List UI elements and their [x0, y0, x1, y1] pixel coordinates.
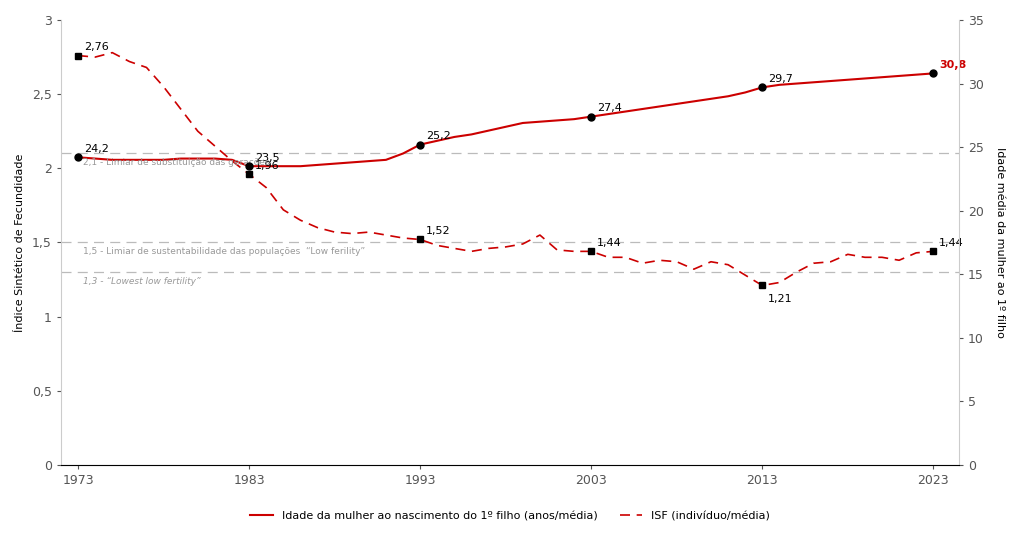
Text: 1,96: 1,96 — [255, 161, 279, 171]
Text: 1,21: 1,21 — [767, 294, 792, 304]
Text: 29,7: 29,7 — [767, 74, 792, 84]
Text: 25,2: 25,2 — [425, 131, 450, 141]
Y-axis label: Índice Sintético de Fecundidade: Índice Sintético de Fecundidade — [15, 153, 25, 332]
Text: 2,1 - Limiar de substituição das gerações: 2,1 - Limiar de substituição das geraçõe… — [84, 158, 269, 167]
Text: 23,5: 23,5 — [255, 153, 279, 163]
Text: 1,44: 1,44 — [596, 238, 621, 248]
Text: 24,2: 24,2 — [84, 144, 108, 154]
Text: 2,76: 2,76 — [84, 42, 108, 52]
Text: 27,4: 27,4 — [596, 103, 621, 113]
Text: 1,5 - Limiar de sustentabilidade das populações  “Low ferility”: 1,5 - Limiar de sustentabilidade das pop… — [84, 247, 365, 256]
Text: 1,3 - “Lowest low fertility”: 1,3 - “Lowest low fertility” — [84, 277, 201, 286]
Text: 30,8: 30,8 — [937, 60, 965, 70]
Text: 1,44: 1,44 — [937, 238, 963, 248]
Text: 1,52: 1,52 — [425, 226, 450, 236]
Legend: Idade da mulher ao nascimento do 1º filho (anos/média), ISF (indivíduo/média): Idade da mulher ao nascimento do 1º filh… — [246, 507, 773, 526]
Y-axis label: Idade média da mulher ao 1º filho: Idade média da mulher ao 1º filho — [994, 147, 1004, 338]
